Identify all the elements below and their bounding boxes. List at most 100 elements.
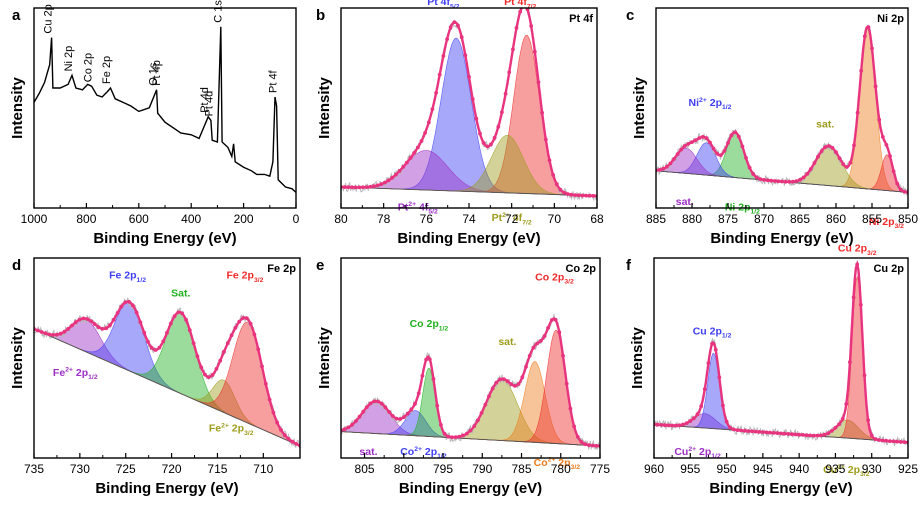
fit-point — [538, 339, 543, 343]
fit-point — [721, 403, 725, 408]
fit-point — [423, 131, 427, 135]
fit-point — [569, 192, 574, 197]
plot-area — [34, 297, 300, 449]
fit-point — [543, 137, 548, 142]
fit-point — [708, 140, 712, 145]
background-line — [341, 186, 597, 197]
peak-label: Ni 2p — [63, 46, 75, 72]
background-line — [341, 431, 600, 447]
x-axis-label: Binding Energy (eV) — [95, 480, 238, 497]
fit-point — [731, 427, 736, 432]
fit-point — [453, 435, 458, 440]
fit-point — [891, 439, 896, 444]
fit-point — [580, 193, 585, 198]
fit-point — [783, 179, 788, 184]
fit-point — [724, 419, 729, 424]
fit-point — [761, 430, 765, 434]
fit-point — [855, 262, 860, 267]
x-tick-label: 600 — [129, 212, 149, 226]
fit-point — [870, 46, 874, 51]
fit-point — [542, 334, 547, 338]
fit-point — [386, 178, 391, 183]
fit-point — [546, 325, 551, 330]
x-tick-label: 715 — [207, 462, 227, 476]
fit-point — [470, 97, 475, 101]
x-tick-label: 780 — [551, 462, 571, 476]
fit-point — [775, 431, 780, 435]
fit-point — [474, 116, 479, 121]
peak-label: Fe2+ 2p3/2 — [209, 422, 254, 436]
fit-point — [184, 317, 188, 322]
x-axis-label: Binding Energy (eV) — [399, 480, 542, 497]
fit-point — [765, 178, 770, 183]
fit-point — [476, 418, 480, 423]
chart-panel-e: e Co 2p Co 2p1/2 sat. Co 2p3/2 sat. Co2+ 2p1/2… — [316, 257, 610, 497]
fit-point — [346, 185, 351, 190]
x-tick-label: 78 — [377, 212, 391, 226]
fit-point — [282, 433, 287, 438]
fit-point — [819, 149, 824, 154]
fit-point — [663, 423, 667, 428]
fit-point — [572, 424, 576, 429]
fit-point — [225, 341, 230, 346]
fit-point — [357, 414, 362, 419]
peak-label: Fe2+ 2p1/2 — [53, 367, 98, 381]
peak-label: Co2+ 2p3/2 — [534, 457, 581, 471]
x-tick-label: 1000 — [21, 212, 48, 226]
fit-point — [420, 373, 425, 378]
fit-point — [830, 145, 835, 150]
peak-label: Cu 2p — [43, 4, 55, 33]
x-tick-label: 925 — [898, 462, 918, 476]
fit-point — [855, 110, 860, 115]
fit-point — [902, 440, 907, 444]
fit-point — [518, 9, 523, 14]
fit-point — [157, 345, 162, 350]
fit-point — [286, 437, 291, 441]
panel-letter: f — [626, 257, 632, 274]
x-tick-label: 725 — [116, 462, 136, 476]
fit-point — [424, 357, 428, 362]
fit-point — [353, 419, 358, 423]
fit-point — [848, 360, 852, 365]
fit-point — [699, 404, 704, 409]
fit-point — [800, 433, 805, 437]
fit-point — [529, 24, 534, 28]
fit-point — [891, 169, 896, 174]
fit-envelope — [654, 260, 908, 444]
fit-point — [859, 68, 864, 73]
fit-point — [398, 417, 403, 421]
fit-point — [390, 414, 395, 418]
fit-point — [862, 34, 867, 39]
fit-point — [884, 143, 889, 147]
fit-point — [478, 131, 482, 136]
fit-point — [361, 185, 365, 190]
fit-point — [573, 193, 577, 198]
x-tick-label: 720 — [162, 462, 182, 476]
fit-point — [214, 367, 219, 371]
fit-point — [672, 157, 676, 161]
fit-point — [898, 187, 903, 192]
fit-point — [834, 150, 838, 155]
fit-point — [445, 37, 449, 41]
x-tick-label: 775 — [590, 462, 610, 476]
fit-point — [779, 431, 783, 436]
fit-point — [661, 166, 666, 171]
fit-point — [666, 423, 671, 428]
fit-point — [877, 117, 882, 122]
fit-point — [729, 133, 734, 138]
x-tick-label: 72 — [505, 212, 519, 226]
fit-point — [659, 423, 664, 427]
fit-point — [511, 47, 515, 52]
fit-point — [229, 333, 234, 338]
x-axis-label: Binding Energy (eV) — [709, 480, 852, 497]
component-peak — [341, 37, 597, 197]
plot-area — [654, 260, 908, 447]
fit-point — [735, 428, 740, 432]
fit-point — [844, 165, 849, 169]
plot-area — [341, 8, 597, 202]
fit-point — [804, 433, 809, 438]
fit-point — [426, 120, 431, 125]
survey-line — [34, 26, 296, 193]
fit-point — [176, 310, 181, 315]
